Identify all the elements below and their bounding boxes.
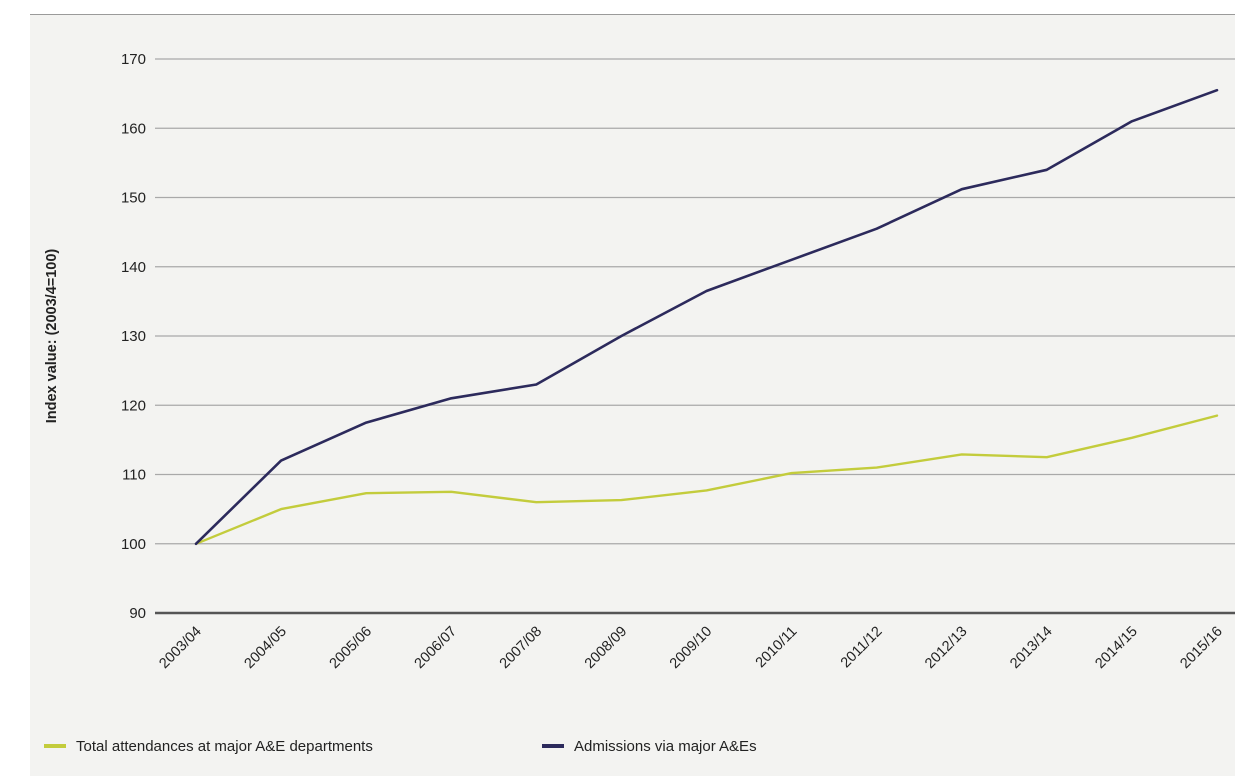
x-tick-label: 2010/11	[753, 624, 801, 672]
y-axis-label: Index value: (2003/4=100)	[44, 249, 60, 424]
x-tick-label: 2004/05	[242, 624, 290, 672]
chart-panel	[30, 14, 1235, 776]
legend-label: Total attendances at major A&E departmen…	[76, 738, 373, 755]
x-tick-label: 2015/16	[1177, 624, 1225, 672]
y-tick-label: 140	[121, 259, 146, 276]
x-tick-label: 2014/15	[1092, 624, 1140, 672]
y-tick-label: 170	[121, 51, 146, 68]
y-tick-labels: 90 100 110 120 130 140 150 160 170	[121, 51, 146, 622]
x-tick-labels: 2003/04 2004/05 2005/06 2006/07 2007/08 2008/…	[156, 624, 1225, 672]
legend: Total attendances at major A&E departmen…	[44, 738, 757, 755]
y-tick-label: 100	[121, 536, 146, 553]
x-tick-label: 2006/07	[412, 624, 460, 672]
grid-layer	[155, 58, 1235, 615]
x-tick-label: 2012/13	[922, 624, 970, 672]
y-tick-label: 120	[121, 397, 146, 414]
x-tick-label: 2009/10	[667, 624, 715, 672]
legend-label: Admissions via major A&Es	[574, 738, 757, 755]
series-layer	[194, 88, 1219, 546]
x-tick-label: 2008/09	[582, 624, 630, 672]
x-tick-label: 2007/08	[497, 624, 545, 672]
series-line-1	[194, 88, 1219, 546]
series-line-0	[194, 414, 1219, 545]
top-rule	[30, 14, 1235, 15]
x-tick-label: 2013/14	[1007, 624, 1055, 672]
x-tick-label: 2011/12	[838, 624, 886, 672]
y-tick-label: 90	[129, 605, 146, 622]
y-tick-label: 130	[121, 328, 146, 345]
y-tick-label: 110	[122, 467, 146, 484]
x-tick-label: 2003/04	[156, 624, 204, 672]
y-tick-label: 160	[121, 120, 146, 137]
y-tick-label: 150	[121, 190, 146, 207]
x-tick-label: 2005/06	[327, 624, 375, 672]
